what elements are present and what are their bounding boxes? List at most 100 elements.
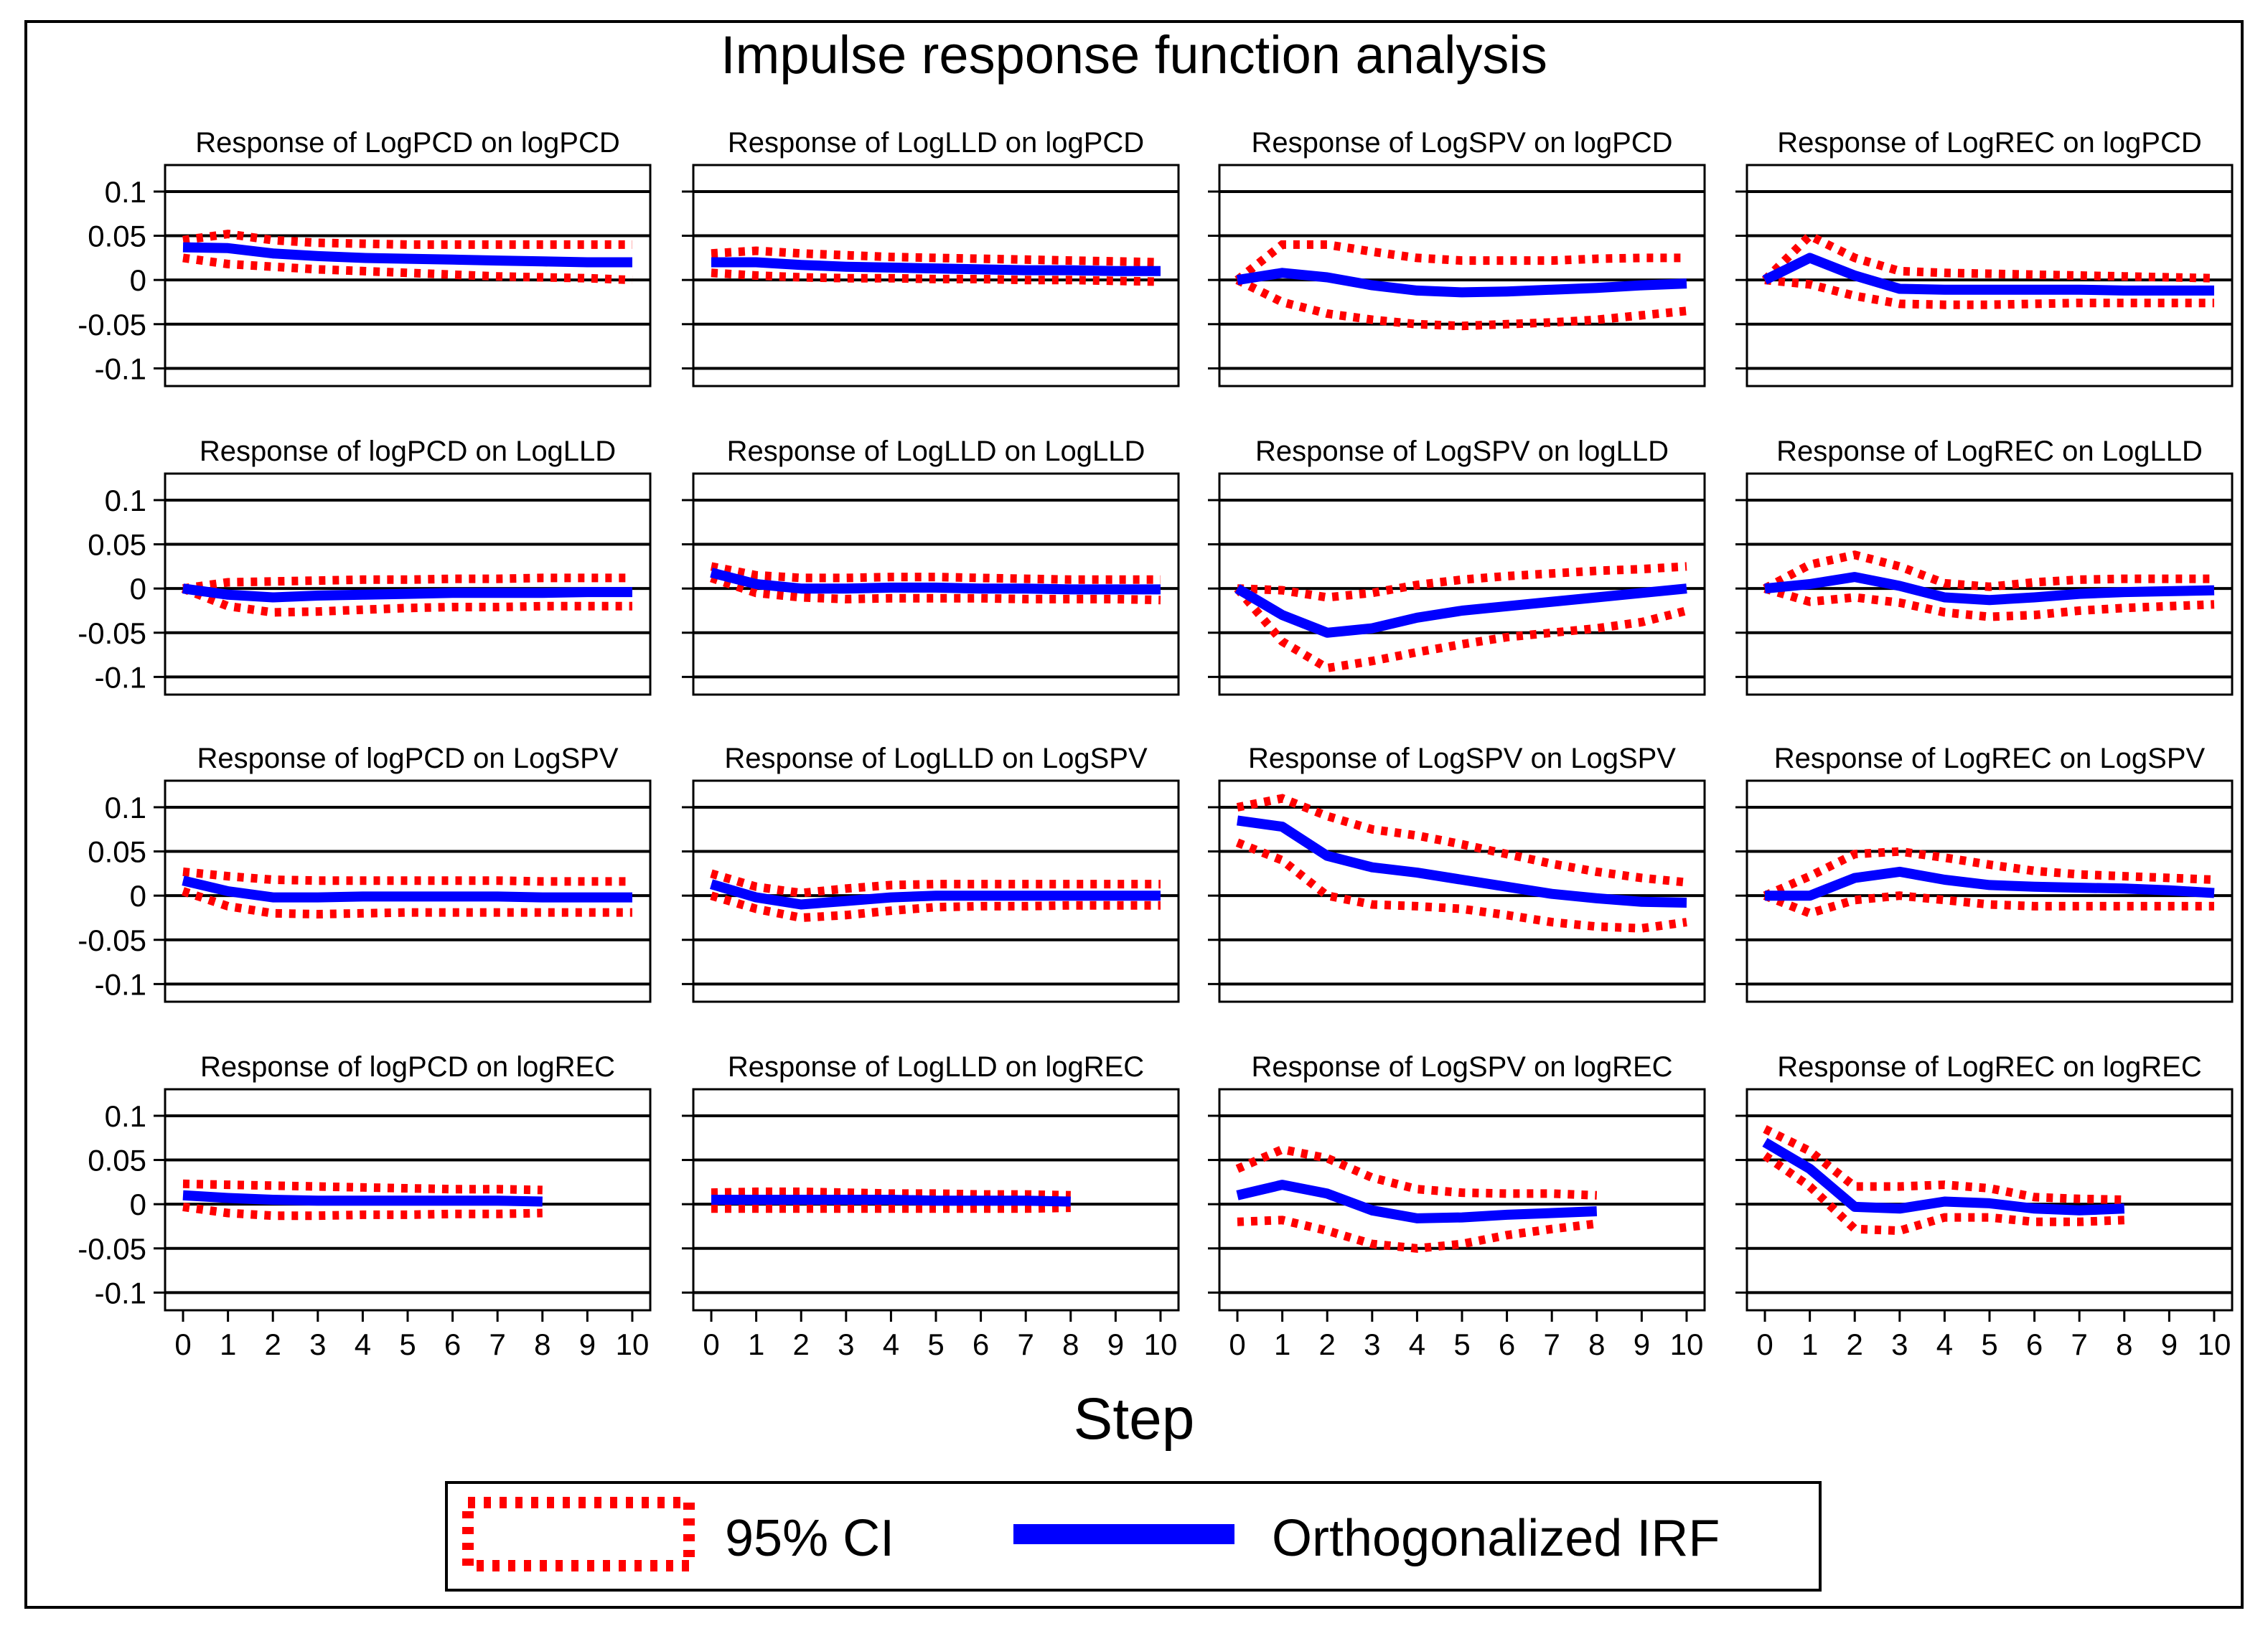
- panel-title: Response of LogREC on logREC: [1777, 1051, 2201, 1083]
- x-tick-label: 7: [1544, 1327, 1560, 1361]
- x-tick-label: 5: [1981, 1327, 1997, 1361]
- y-tick-label: -0.05: [78, 924, 146, 957]
- plot-frame: [1218, 164, 1706, 387]
- ci-upper-line: [1236, 794, 1687, 887]
- ci-legend-label: 95% CI: [725, 1510, 894, 1567]
- x-tick-label: 4: [1409, 1327, 1425, 1361]
- panel-title: Response of logPCD on LogLLD: [200, 436, 616, 467]
- x-tick-label: 1: [220, 1327, 236, 1361]
- y-tick-label: -0.05: [78, 1232, 146, 1266]
- plot-frame: [164, 472, 652, 696]
- panel-title: Response of LogREC on LogLLD: [1776, 436, 2203, 467]
- x-tick-label: 9: [1634, 1327, 1650, 1361]
- plot-frame: [1218, 779, 1706, 1003]
- irf-panel-7: Response of LogSPV on logLLD: [1208, 436, 1706, 696]
- panel-title: Response of LogREC on logPCD: [1777, 127, 2201, 159]
- panel-title: Response of LogSPV on logREC: [1251, 1051, 1672, 1083]
- y-tick-label: 0: [130, 1188, 146, 1221]
- x-tick-label: 8: [1588, 1327, 1605, 1361]
- irf-panel-8: Response of LogREC on LogLLD: [1735, 436, 2234, 696]
- y-tick-label: 0.05: [88, 1144, 146, 1178]
- irf-line: [182, 1190, 543, 1207]
- x-tick-label: 1: [1274, 1327, 1290, 1361]
- y-tick-label: 0: [130, 263, 146, 297]
- x-tick-label: 7: [489, 1327, 506, 1361]
- ci-legend-swatch: [462, 1497, 695, 1571]
- irf-panel-15: Response of LogSPV on logREC 0 1 2 3 4 5 6 7 8 9 10: [1208, 1051, 1706, 1361]
- irf-line: [1234, 583, 1687, 638]
- x-tick-label: 8: [2116, 1327, 2132, 1361]
- irf-line: [1236, 1180, 1598, 1223]
- y-tick-label: -0.05: [78, 616, 146, 650]
- x-tick-label: 10: [2198, 1327, 2231, 1361]
- legend: 95% CI Orthogonalized IRF: [445, 1481, 1822, 1592]
- ci-upper-line: [1761, 230, 2215, 283]
- y-tick-label: 0.1: [105, 1099, 146, 1133]
- y-tick-label: 0: [130, 879, 146, 913]
- irf-panel-10: Response of LogLLD on LogSPV: [682, 743, 1180, 1003]
- irf-panel-16: Response of LogREC on logREC 0 1 2 3 4 5 6 7 8 9 10: [1735, 1051, 2234, 1361]
- x-tick-label: 3: [309, 1327, 326, 1361]
- x-tick-label: 1: [1801, 1327, 1818, 1361]
- ci-upper-line: [1763, 1125, 2124, 1204]
- irf-legend-label: Orthogonalized IRF: [1272, 1510, 1720, 1567]
- x-tick-label: 3: [1364, 1327, 1380, 1361]
- y-tick-label: -0.1: [95, 1276, 146, 1310]
- panel-title: Response of LogSPV on logPCD: [1251, 127, 1672, 159]
- figure-title: Impulse response function analysis: [721, 25, 1547, 85]
- y-tick-label: 0.05: [88, 220, 146, 253]
- x-tick-label: 4: [1936, 1327, 1953, 1361]
- x-tick-label: 8: [534, 1327, 550, 1361]
- irf-line: [182, 242, 632, 268]
- irf-panel-14: Response of LogLLD on logREC 0 1 2 3 4 5 6 7 8 9 10: [682, 1051, 1180, 1361]
- x-tick-label: 5: [1453, 1327, 1470, 1361]
- y-tick-label: -0.1: [95, 967, 146, 1001]
- plot-frame: [1218, 472, 1706, 696]
- irf-panel-4: Response of LogREC on logPCD: [1735, 127, 2234, 387]
- irf-panel-13: Response of logPCD on logREC 0.1 0.05 0 -0.0…: [78, 1051, 652, 1361]
- x-tick-label: 3: [1891, 1327, 1908, 1361]
- ci-upper-line: [1763, 847, 2215, 900]
- plot-frame: [692, 779, 1180, 1003]
- x-tick-label: 0: [1756, 1327, 1773, 1361]
- x-tick-label: 3: [838, 1327, 854, 1361]
- irf-line: [1236, 268, 1687, 298]
- panel-title: Response of logPCD on LogSPV: [197, 743, 618, 774]
- ci-upper-line: [1234, 240, 1687, 283]
- panel-title: Response of LogREC on LogSPV: [1774, 743, 2206, 774]
- ci-lower-line: [1234, 586, 1688, 673]
- panel-grid: Response of LogPCD on logPCD 0.1 0.05 0 -0.0…: [78, 127, 2234, 1361]
- plot-frame: [164, 164, 652, 387]
- y-tick-label: -0.1: [95, 660, 146, 694]
- ci-upper-line: [1763, 550, 2214, 593]
- x-tick-label: 0: [1229, 1327, 1245, 1361]
- x-tick-label: 2: [265, 1327, 281, 1361]
- plot-frame: [1745, 164, 2234, 387]
- irf-line: [711, 257, 1161, 276]
- x-tick-label: 9: [579, 1327, 596, 1361]
- irf-panel-9: Response of logPCD on LogSPV 0.1 0.05 0 -0.0…: [78, 743, 652, 1003]
- irf-line: [1765, 866, 2215, 901]
- irf-panel-3: Response of LogSPV on logPCD: [1208, 127, 1706, 387]
- x-tick-label: 7: [2071, 1327, 2088, 1361]
- ci-lower-line: [711, 268, 1161, 286]
- irf-line: [1764, 572, 2215, 606]
- x-tick-label: 6: [444, 1327, 461, 1361]
- y-tick-label: 0: [130, 572, 146, 606]
- plot-frame: [692, 472, 1180, 696]
- x-tick-label: 4: [883, 1327, 899, 1361]
- y-tick-label: 0.1: [105, 484, 146, 517]
- x-axis-label: Step: [1074, 1386, 1195, 1452]
- irf-panel-6: Response of LogLLD on LogLLD: [682, 436, 1180, 696]
- panel-title: Response of LogLLD on logPCD: [728, 127, 1144, 159]
- x-tick-label: 5: [399, 1327, 416, 1361]
- x-tick-label: 4: [355, 1327, 371, 1361]
- panel-title: Response of LogLLD on LogLLD: [727, 436, 1145, 467]
- panel-title: Response of logPCD on logREC: [200, 1051, 615, 1083]
- y-tick-label: 0.1: [105, 791, 146, 824]
- y-tick-label: 0.1: [105, 175, 146, 209]
- x-tick-label: 2: [793, 1327, 810, 1361]
- panel-title: Response of LogLLD on logREC: [728, 1051, 1144, 1083]
- x-tick-label: 6: [2026, 1327, 2043, 1361]
